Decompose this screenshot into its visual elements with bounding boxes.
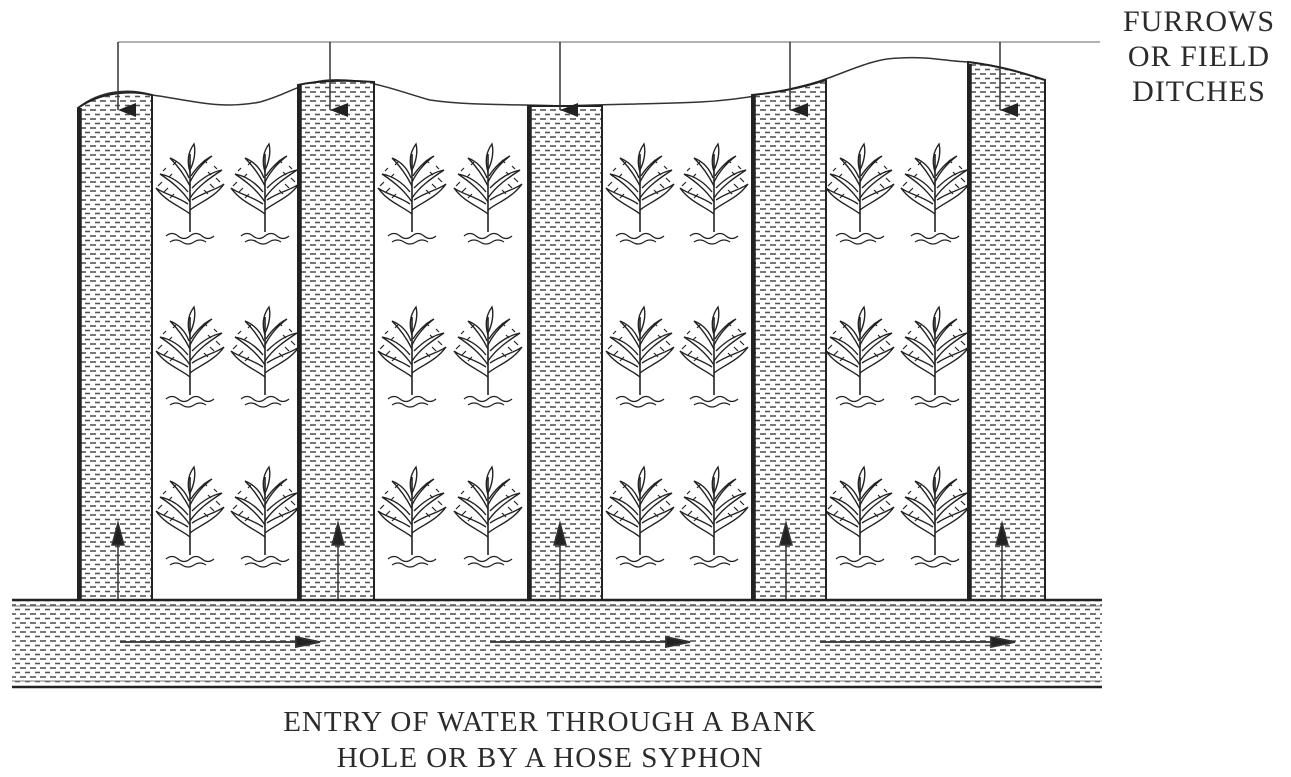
channel-flow-arrows <box>120 635 1016 649</box>
field-top-edge <box>77 56 1046 109</box>
furrow-5 <box>967 60 1046 601</box>
inlet-arrows <box>117 42 1018 117</box>
furrow-1 <box>77 91 153 601</box>
furrows-label-line-2: OR FIELD <box>1127 40 1271 73</box>
furrow-2 <box>297 79 375 601</box>
entry-label: ENTRY OF WATER THROUGH A BANK HOLE OR BY… <box>150 704 950 776</box>
furrows-label: FURROWS OR FIELD DITCHES <box>1108 4 1290 109</box>
entry-label-line-2: HOLE OR BY A HOSE SYPHON <box>336 742 764 774</box>
furrow-entry-arrows <box>111 520 1009 610</box>
furrow-3 <box>527 105 603 601</box>
furrows-label-line-3: DITCHES <box>1132 75 1266 108</box>
furrows <box>77 60 1046 601</box>
supply-channel <box>12 598 1102 689</box>
furrows-label-line-1: FURROWS <box>1122 5 1276 38</box>
furrow-4 <box>751 78 827 601</box>
entry-label-line-1: ENTRY OF WATER THROUGH A BANK <box>283 706 817 738</box>
